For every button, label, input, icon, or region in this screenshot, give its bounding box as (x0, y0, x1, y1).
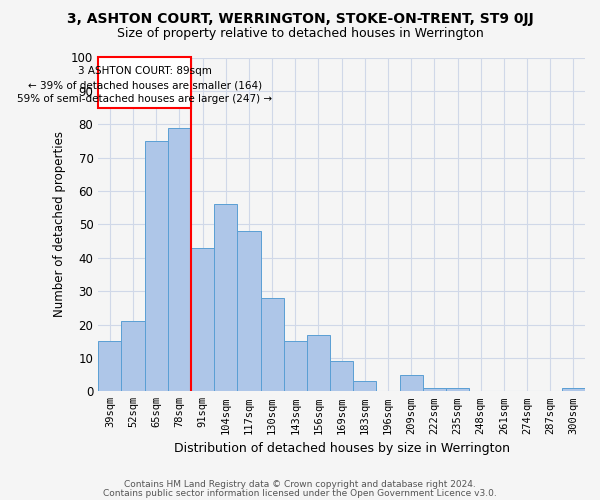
Bar (145, 141, 168, 392)
Bar (307, 334, 330, 392)
Text: Contains public sector information licensed under the Open Government Licence v3: Contains public sector information licen… (103, 489, 497, 498)
Text: 3 ASHTON COURT: 89sqm: 3 ASHTON COURT: 89sqm (77, 66, 212, 76)
Bar (423, 388, 446, 392)
Bar (330, 362, 353, 392)
Y-axis label: Number of detached properties: Number of detached properties (53, 132, 65, 318)
Bar (191, 248, 214, 392)
Bar (400, 374, 423, 392)
Bar (284, 341, 307, 392)
Bar (446, 388, 469, 392)
Bar (260, 298, 284, 392)
Text: Contains HM Land Registry data © Crown copyright and database right 2024.: Contains HM Land Registry data © Crown c… (124, 480, 476, 489)
Bar (238, 231, 260, 392)
Bar (98, 341, 121, 392)
Bar (168, 128, 191, 392)
Bar (98, 58, 191, 108)
Bar (214, 204, 238, 392)
Text: 59% of semi-detached houses are larger (247) →: 59% of semi-detached houses are larger (… (17, 94, 272, 104)
Bar (562, 388, 585, 392)
Text: ← 39% of detached houses are smaller (164): ← 39% of detached houses are smaller (16… (28, 81, 262, 91)
Text: Size of property relative to detached houses in Werrington: Size of property relative to detached ho… (116, 28, 484, 40)
X-axis label: Distribution of detached houses by size in Werrington: Distribution of detached houses by size … (173, 442, 509, 455)
Text: 3, ASHTON COURT, WERRINGTON, STOKE-ON-TRENT, ST9 0JJ: 3, ASHTON COURT, WERRINGTON, STOKE-ON-TR… (67, 12, 533, 26)
Bar (353, 382, 376, 392)
Bar (121, 321, 145, 392)
